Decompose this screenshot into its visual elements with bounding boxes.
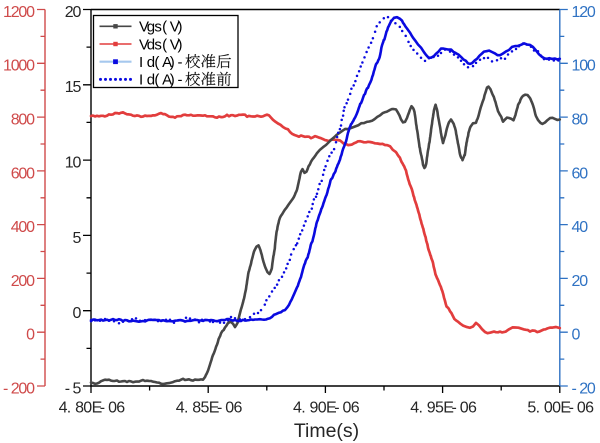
svg-text:800: 800 [11,112,35,129]
svg-text:Time(s): Time(s) [294,420,359,442]
svg-text:60: 60 [572,165,589,182]
svg-text:-5: -5 [65,380,82,397]
svg-text:200: 200 [11,273,35,290]
svg-text:0: 0 [73,305,82,322]
svg-text:120: 120 [572,4,596,21]
svg-text:100: 100 [572,58,596,75]
svg-text:5: 5 [73,230,82,247]
svg-text:4.90E-06: 4.90E-06 [293,400,360,417]
svg-text:0: 0 [26,327,35,344]
svg-text:600: 600 [11,165,35,182]
svg-text:20: 20 [572,273,589,290]
svg-text:40: 40 [572,219,589,236]
svg-text:Vgs(V): Vgs(V) [139,19,183,36]
svg-text:10: 10 [65,155,82,172]
svg-text:1200: 1200 [3,4,35,21]
svg-text:5.00E-06: 5.00E-06 [527,400,594,417]
svg-text:4.95E-06: 4.95E-06 [410,400,477,417]
svg-text:Vds(V): Vds(V) [139,36,183,53]
svg-text:0: 0 [572,327,581,344]
svg-text:80: 80 [572,112,589,129]
svg-text:1000: 1000 [3,58,35,75]
svg-text:4.85E-06: 4.85E-06 [176,400,243,417]
svg-text:-200: -200 [3,380,35,397]
svg-text:20: 20 [65,4,82,21]
svg-text:400: 400 [11,219,35,236]
svg-text:4.80E-06: 4.80E-06 [59,400,126,417]
svg-text:-20: -20 [572,380,596,397]
svg-text:15: 15 [65,79,82,96]
